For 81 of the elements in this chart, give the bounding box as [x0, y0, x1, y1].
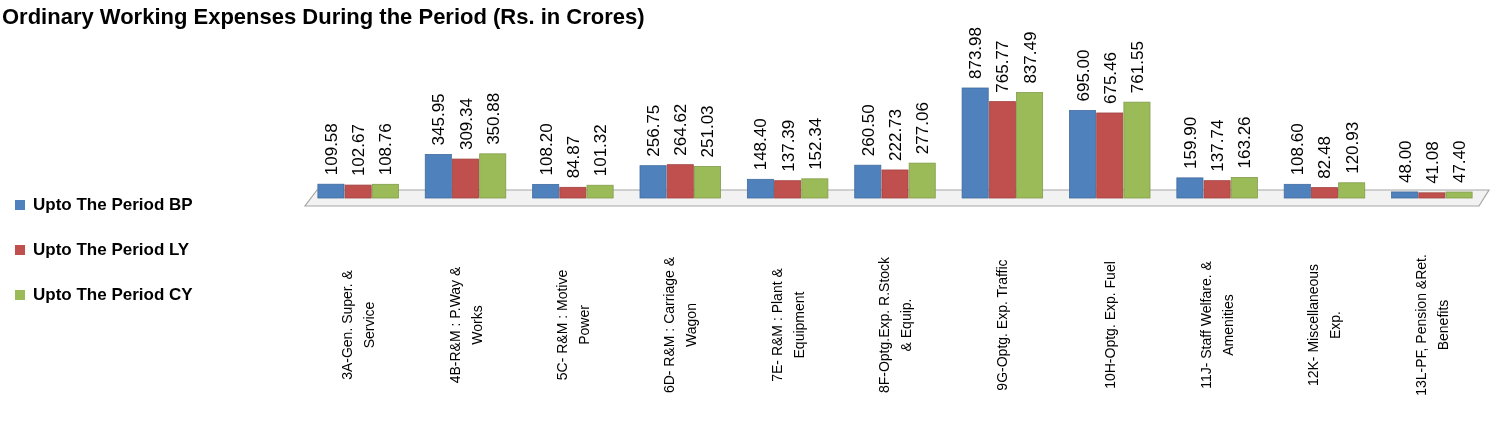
bar	[1311, 187, 1338, 199]
bar	[988, 101, 1016, 199]
data-label: 137.74	[1208, 119, 1228, 172]
data-label: 137.39	[778, 119, 798, 172]
bar	[1123, 101, 1151, 199]
data-label: 120.93	[1342, 121, 1362, 174]
data-label: 222.73	[886, 108, 905, 161]
bar	[317, 183, 345, 199]
bar	[1230, 177, 1258, 199]
bar	[586, 184, 614, 199]
data-label: 159.90	[1180, 116, 1200, 169]
x-tick-label: 13L-PF, Pension &Ret. Benefits	[1412, 254, 1451, 396]
x-tick-label: 9G-Optg. Exp. Traffic	[994, 259, 1011, 391]
data-label: 264.62	[671, 103, 691, 156]
data-label: 84.87	[563, 135, 583, 179]
x-tick-label: 5C- R&M : Motive Power	[553, 269, 592, 381]
data-label: 765.77	[993, 40, 1013, 93]
bar	[961, 87, 989, 199]
data-label: 148.40	[751, 118, 771, 171]
data-label: 109.58	[321, 123, 341, 176]
data-label: 761.55	[1127, 41, 1147, 94]
x-tick-label: 7E- R&M : Plant & Equipment	[768, 267, 807, 382]
bar	[801, 178, 829, 199]
x-tick-label: 4B-R&M : P.Way & Works	[446, 265, 485, 384]
bar	[1338, 182, 1366, 199]
bar	[1283, 183, 1311, 199]
bar	[1016, 92, 1044, 199]
data-label: 345.95	[429, 93, 449, 146]
data-label: 873.98	[966, 27, 986, 79]
x-tick-label: 8F-Optg.Exp. R.Stock & Equip.	[876, 255, 914, 394]
legend-label: Upto The Period CY	[33, 285, 194, 304]
bar	[694, 166, 721, 199]
bar	[666, 164, 694, 199]
data-label: 309.34	[456, 98, 476, 151]
bar	[452, 158, 479, 199]
bar	[881, 169, 909, 199]
x-tick-label: 11J- Staff Welfare. & Amenities	[1198, 260, 1237, 389]
data-label: 47.40	[1450, 140, 1470, 184]
x-tick-label: 6D- R&M : Carriage & Wagon	[661, 256, 700, 394]
legend-label: Upto The Period LY	[33, 240, 190, 259]
data-label: 41.08	[1422, 141, 1442, 184]
x-tick-label: 3A-Gen. Super. & Service	[339, 269, 378, 380]
bar	[1203, 180, 1231, 199]
data-label: 256.75	[644, 104, 664, 157]
bar	[532, 183, 560, 199]
data-label: 251.03	[698, 105, 718, 158]
data-label: 101.32	[591, 124, 611, 177]
bar	[1418, 192, 1446, 199]
data-label: 108.76	[376, 123, 396, 176]
data-label: 102.67	[349, 124, 369, 177]
bar	[746, 178, 774, 199]
data-label: 837.49	[1020, 31, 1040, 84]
bar	[908, 162, 936, 199]
data-label: 82.48	[1315, 136, 1335, 179]
data-label: 695.00	[1073, 49, 1093, 102]
data-label: 675.46	[1100, 51, 1120, 104]
bar	[344, 184, 372, 199]
data-label: 260.50	[858, 104, 878, 157]
legend-label: Upto The Period BP	[33, 195, 193, 214]
data-label: 108.60	[1288, 123, 1308, 176]
bar	[1069, 110, 1096, 199]
bar	[559, 186, 587, 199]
data-label: 152.34	[805, 117, 825, 170]
chart-title: Ordinary Working Expenses During the Period (Rs. in Crores)	[2, 4, 645, 29]
bar	[424, 154, 452, 199]
bar	[371, 183, 399, 199]
data-label: 48.00	[1395, 140, 1415, 183]
bar	[1176, 177, 1204, 199]
bar	[1096, 112, 1124, 199]
bar	[639, 165, 667, 199]
data-label: 350.88	[483, 92, 503, 145]
data-label: 108.20	[536, 123, 556, 176]
data-label: 277.06	[913, 102, 933, 155]
bar	[774, 180, 802, 199]
bar	[854, 164, 882, 199]
bar	[1445, 191, 1473, 199]
bar	[1391, 191, 1419, 199]
x-tick-label: 10H-Optg. Exp. Fuel	[1101, 261, 1118, 389]
bar	[479, 153, 507, 199]
data-label: 163.26	[1235, 116, 1255, 169]
x-tick-label: 12K- Miscellaneous Exp.	[1305, 263, 1344, 387]
